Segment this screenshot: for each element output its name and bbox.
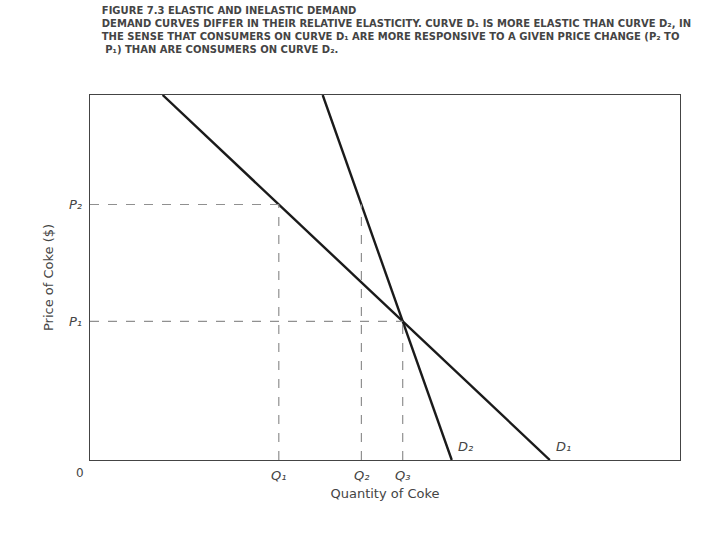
- svg-text:D₁: D₁: [556, 439, 571, 454]
- svg-text:Q₁: Q₁: [271, 468, 286, 483]
- svg-text:Price of Coke ($): Price of Coke ($): [41, 224, 56, 331]
- svg-text:D₂: D₂: [458, 439, 473, 454]
- svg-text:Q₂: Q₂: [354, 468, 369, 483]
- svg-text:0: 0: [76, 466, 84, 480]
- svg-text:P₁: P₁: [69, 314, 82, 329]
- svg-text:FIGURE 7.3 ELASTIC AND INELAST: FIGURE 7.3 ELASTIC AND INELASTIC DEMANDD…: [102, 5, 691, 55]
- svg-text:P₂: P₂: [69, 197, 82, 212]
- svg-text:Quantity of Coke: Quantity of Coke: [330, 486, 439, 501]
- svg-text:Q₃: Q₃: [395, 468, 410, 483]
